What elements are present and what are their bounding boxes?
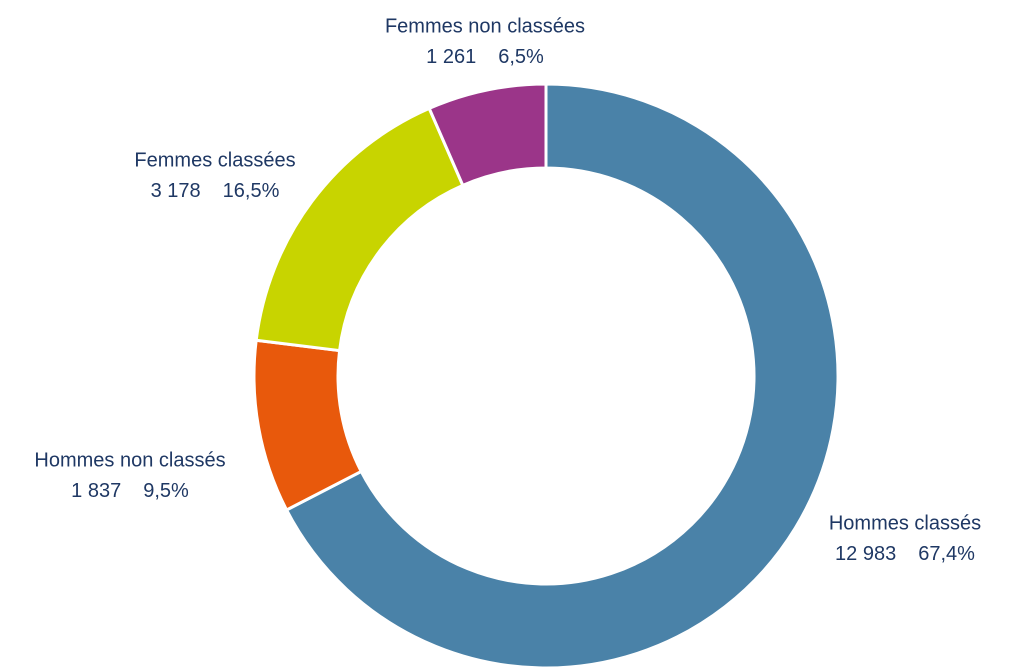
- donut-segment: [284, 82, 840, 667]
- value-label: 12 983: [835, 543, 896, 565]
- percentage-label: 9,5%: [143, 480, 189, 502]
- segment-value: 3 178 16,5%: [151, 180, 280, 202]
- segment-value: 12 983 67,4%: [835, 543, 975, 565]
- value-label: 3 178: [151, 180, 201, 202]
- value-label: 1 837: [71, 480, 121, 502]
- percentage-label: 67,4%: [918, 543, 975, 565]
- donut-segment: [254, 106, 465, 353]
- donut-segment: [427, 82, 548, 188]
- segment-name: Hommes non classés: [34, 449, 225, 471]
- segment-name: Femmes non classées: [385, 15, 585, 37]
- segment-value: 1 837 9,5%: [71, 480, 189, 502]
- segment-name: Hommes classés: [829, 512, 981, 534]
- segment-name: Femmes classées: [134, 149, 295, 171]
- value-label: 1 261: [426, 46, 476, 68]
- percentage-label: 16,5%: [223, 180, 280, 202]
- segment-value: 1 261 6,5%: [426, 46, 544, 68]
- percentage-label: 6,5%: [498, 46, 544, 68]
